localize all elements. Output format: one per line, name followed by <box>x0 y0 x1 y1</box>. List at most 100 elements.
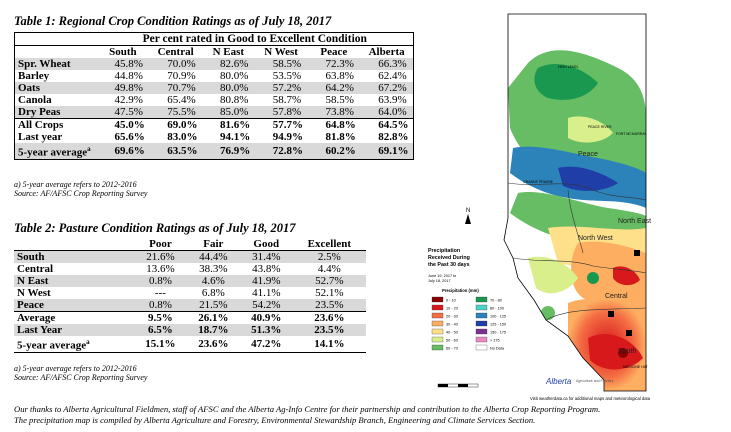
table-cell: 45.8% <box>96 58 150 70</box>
table-row: Peace 0.8% 21.5% 54.2% 23.5% <box>14 299 366 312</box>
table-cell: 45.0% <box>96 118 150 131</box>
place-label-grande-prairie: GRANDE PRAIRIE <box>523 180 554 184</box>
table-cell: 81.6% <box>201 118 255 131</box>
table-cell: 63.5% <box>149 143 202 160</box>
table-cell: 63.8% <box>325 70 354 82</box>
table1-header-span: Per cent rated in Good to Excellent Cond… <box>96 32 414 46</box>
city-marker <box>634 250 640 256</box>
table-cell: 64.8% <box>307 118 361 131</box>
table-cell: 49.8% <box>96 82 150 94</box>
row-label: Average <box>14 311 134 324</box>
table-cell: 9.5% <box>133 311 187 324</box>
table1-col-header: N West <box>264 46 298 58</box>
north-arrow-icon: N <box>465 208 471 224</box>
row-label: 5-year averagea <box>14 143 97 160</box>
table-cell: 41.1% <box>252 287 281 299</box>
table-cell: 4.6% <box>186 275 240 287</box>
table-cell: 57.8% <box>254 106 308 119</box>
table-cell: 53.5% <box>272 70 302 82</box>
precipitation-map: Peace North West North East Central Sout… <box>428 13 651 401</box>
table-cell: 66.3% <box>360 58 414 70</box>
region-label-central: Central <box>605 293 628 300</box>
table-cell: 80.8% <box>219 94 249 106</box>
row-label: N West <box>17 287 51 299</box>
table-cell: 94.9% <box>272 131 303 143</box>
map-date-line2: July 18, 2017 <box>428 279 451 283</box>
table-row: N East 0.8% 4.6% 41.9% 52.7% <box>14 275 366 287</box>
legend-label: 40 - 50 <box>446 331 458 335</box>
table-cell: 6.8% <box>201 287 225 299</box>
region-label-south: South <box>618 348 636 355</box>
table-cell: 83.0% <box>167 131 198 143</box>
row-label: South <box>14 250 134 263</box>
table-cell: 75.5% <box>149 106 202 119</box>
table-cell: 57.7% <box>254 118 308 131</box>
place-label-peace-river: PEACE RIVER <box>588 125 612 129</box>
table-cell: 58.5% <box>254 58 308 70</box>
table-cell: 26.1% <box>186 311 240 324</box>
legend-swatch <box>475 312 488 319</box>
crop-condition-table: Per cent rated in Good to Excellent Cond… <box>14 32 414 160</box>
table2-col-header: Good <box>253 238 280 250</box>
table-cell: 51.3% <box>239 324 293 336</box>
table-cell: 82.6% <box>201 58 255 70</box>
table-cell: 47.5% <box>96 106 150 119</box>
legend-swatch <box>431 336 444 343</box>
table-cell: 60.2% <box>307 143 361 160</box>
map-title-line3: the Past 30 days <box>428 262 470 268</box>
region-label-north-east: North East <box>618 218 651 225</box>
alberta-logo: Alberta Agriculture and Forestry <box>545 377 614 386</box>
table-row: Oats 49.8% 70.7% 80.0% 57.2% 64.2% 67.2% <box>14 82 414 94</box>
table-cell: 64.2% <box>307 82 361 94</box>
legend-label: 30 - 40 <box>446 323 458 327</box>
table-cell: 70.9% <box>167 70 196 82</box>
row-label: Last Year <box>14 324 134 336</box>
table-cell: 23.5% <box>292 299 366 312</box>
table1-col-header: Alberta <box>368 46 405 58</box>
table-cell: 58.5% <box>325 94 354 106</box>
row-label: All Crops <box>14 118 97 131</box>
table-cell: 4.4% <box>317 263 341 275</box>
map-credit-text: The precipitation map is compiled by Alb… <box>14 415 536 425</box>
legend-label: > 175 <box>490 339 500 343</box>
legend-swatch <box>475 328 488 335</box>
pasture-condition-table: Poor Fair Good Excellent South 21.6% 44.4%… <box>14 238 366 353</box>
table-cell: 43.8% <box>252 263 281 275</box>
legend-swatch <box>431 320 444 327</box>
scale-bar <box>437 383 479 388</box>
table-cell: 52.7% <box>292 275 366 287</box>
table2-col-header: Excellent <box>307 238 352 250</box>
legend-label: 60 - 70 <box>446 347 458 351</box>
legend-label: 20 - 30 <box>446 315 458 319</box>
table-cell: 69.6% <box>96 143 150 160</box>
table-cell: 6.5% <box>133 324 187 336</box>
legend-label: 100 - 125 <box>490 315 506 319</box>
row-label: Last year <box>18 131 63 143</box>
region-label-peace: Peace <box>578 151 598 158</box>
legend-swatch <box>475 336 488 343</box>
legend-label: 150 - 175 <box>490 331 506 335</box>
legend-title: Precipitation (mm) <box>442 288 479 293</box>
table-cell: 15.1% <box>133 336 187 353</box>
map-link-text[interactable]: Visit weatherdata.ca for additional maps… <box>530 396 651 401</box>
table-cell: 44.4% <box>186 250 240 263</box>
svg-text:Agriculture and Forestry: Agriculture and Forestry <box>576 379 614 383</box>
precipitation-legend: 0 - 10 10 - 20 20 - 30 30 - 40 40 - 50 50 - 6… <box>431 296 506 351</box>
legend-swatch <box>431 312 444 319</box>
table1-source: Source: AF/AFSC Crop Reporting Survey <box>14 189 148 198</box>
table-cell: 69.1% <box>360 143 414 160</box>
table-cell: 64.5% <box>360 118 414 131</box>
row-label: Oats <box>14 82 97 94</box>
place-label-medicine-hat: MEDICINE HAT <box>623 365 649 369</box>
table-cell: 85.0% <box>201 106 255 119</box>
table-cell: 21.5% <box>186 299 240 312</box>
table-row: 5-year averagea 15.1% 23.6% 47.2% 14.1% <box>14 336 366 353</box>
region-label-north-west: North West <box>578 235 613 242</box>
row-label: Dry Peas <box>14 106 97 119</box>
table-row: Central 13.6% 38.3% 43.8% 4.4% <box>14 263 366 275</box>
table-row: Dry Peas 47.5% 75.5% 85.0% 57.8% 73.8% 64.0% <box>14 106 414 119</box>
table-cell: 0.8% <box>133 275 187 287</box>
row-label: N East <box>14 275 134 287</box>
table-cell: 23.6% <box>186 336 240 353</box>
table-cell: 65.6% <box>114 131 145 143</box>
